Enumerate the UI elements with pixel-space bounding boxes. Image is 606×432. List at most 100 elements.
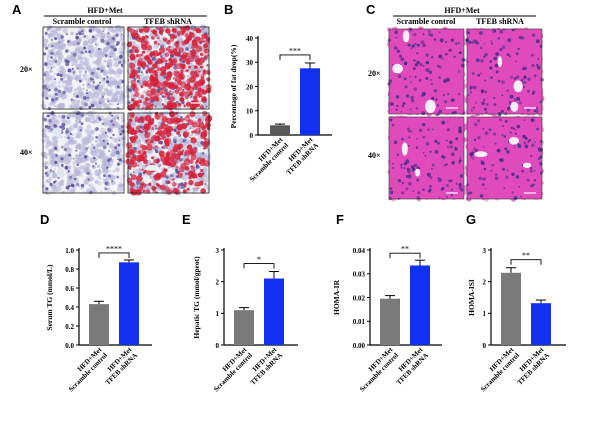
panel-c-image-3-cell <box>476 167 483 174</box>
panel-c-image-0-cell <box>460 68 465 72</box>
panel-a-image-2-cell <box>76 143 81 148</box>
panel-a-image-2-nucleus <box>60 157 64 161</box>
panel-a-image-1-lipid-drop <box>144 97 149 102</box>
panel-a-image-3-lipid-drop <box>161 116 168 123</box>
panel-c-image-1-cell <box>487 108 494 116</box>
panel-c-image-0-nucleus <box>425 76 429 80</box>
panel-c-image-0-nucleus <box>412 67 416 71</box>
panel-a-image-3-lipid-drop <box>159 164 161 167</box>
panel-c-image-0-nucleus <box>438 54 443 59</box>
panel-a-image-0-nucleus <box>116 85 120 89</box>
panel-a-image-0-nucleus <box>107 100 110 103</box>
panel-c-image-2-nucleus <box>407 127 410 131</box>
panel-c-image-1-cell <box>503 82 510 89</box>
panel-a-image-2-nucleus <box>107 128 112 132</box>
panel-a-image-2-cell <box>69 165 72 169</box>
panel-a-image-2-cell <box>70 173 77 180</box>
panel-c-image-2-cell <box>426 134 430 137</box>
panel-a-image-0-nucleus <box>43 52 47 56</box>
panel-c-image-3-cell <box>528 194 533 198</box>
panel-c-image-0-cell <box>461 72 466 77</box>
panel-a-image-2-nucleus <box>61 122 66 127</box>
panel-a-image-2-cell <box>97 156 100 159</box>
panel-c-image-0-cell <box>454 96 461 102</box>
panel-c-image-2-cell <box>389 138 393 142</box>
panel-a-image-3-nucleus <box>165 175 169 179</box>
panel-c-image-2-cell <box>420 159 428 166</box>
panel-c-image-0-nucleus <box>405 94 410 98</box>
panel-c-image-2-nucleus <box>393 140 398 144</box>
panel-a-image-2-cell <box>51 165 54 168</box>
panel-c-image-2-nucleus <box>446 139 448 142</box>
panel-c-image-1-cell <box>516 51 523 58</box>
panel-c-image-2-nucleus <box>437 178 442 183</box>
panel-c-image-0-cell <box>408 109 414 116</box>
panel-c-image-2-nucleus <box>431 168 433 170</box>
panel-a-image-2-cell <box>102 167 107 172</box>
panel-a-image-2-nucleus <box>43 118 47 122</box>
panel-c-image-2-nucleus <box>415 146 419 149</box>
panel-c-image-0-cell <box>442 71 445 74</box>
panel-c-image-2-cell <box>409 116 415 122</box>
panel-c-image-0-cell <box>407 101 411 105</box>
panel-c-image-3-cell <box>498 121 502 125</box>
panel-c-image-1-cell <box>538 57 543 62</box>
panel-a-image-0-cell <box>102 70 109 76</box>
panel-c-image-1-nucleus <box>483 55 486 58</box>
panel-a-image-2-nucleus <box>68 184 71 188</box>
panel-a-image-0-nucleus <box>88 50 92 54</box>
panel-c-image-0-cell <box>432 82 436 85</box>
panel-c-image-2-cell <box>416 154 423 160</box>
panel-c-image-1-cell <box>519 42 524 47</box>
panel-c-image-1-nucleus <box>502 45 506 49</box>
panel-letter-f: F <box>336 212 344 227</box>
panel-c-image-1-cell <box>529 94 533 99</box>
panel-c-image-1-cell <box>478 53 483 58</box>
panel-a-image-1-lipid-drop <box>182 88 185 91</box>
panel-c-image-2-nucleus <box>447 146 449 148</box>
panel-a-image-2-nucleus <box>53 124 57 128</box>
panel-a-image-2-nucleus <box>60 164 64 167</box>
panel-a-image-0-nucleus <box>54 78 57 81</box>
panel-a-image-1-lipid-drop <box>175 41 179 45</box>
panel-a-image-1-cell <box>180 34 183 38</box>
panel-a-image-1-cell <box>189 97 192 100</box>
panel-a-image-3-lipid-drop <box>204 183 207 185</box>
panel-c-image-2-nucleus <box>391 162 394 165</box>
panel-c-image-1-nucleus <box>499 47 503 52</box>
panel-c-image-1-vessel <box>513 80 523 93</box>
panel-c-image-3-cell <box>477 182 484 189</box>
panel-c-image-2-nucleus <box>434 149 439 154</box>
panel-c-image-2-cell <box>430 192 433 195</box>
panel-c-image-0-nucleus <box>445 53 448 56</box>
panel-c-image-2-cell <box>444 148 451 155</box>
panel-c-image-0-nucleus <box>442 94 446 97</box>
panel-a-image-3-nucleus <box>136 183 139 186</box>
panel-a-image-0-nucleus <box>85 91 89 95</box>
panel-a-image-2-nucleus <box>108 174 111 178</box>
panel-a-image-2-nucleus <box>113 145 117 149</box>
panel-a-image-1-lipid-drop <box>206 64 209 67</box>
panel-c-image-2-cell <box>430 123 434 127</box>
panel-a-image-2-vessel <box>56 171 66 178</box>
panel-a-image-2-cell <box>97 181 102 186</box>
panel-c-image-3-cell <box>509 187 514 192</box>
panel-a-image-2-cell <box>87 110 94 117</box>
panel-a-image-1-lipid-drop <box>152 63 158 69</box>
panel-a-image-1-nucleus <box>137 69 141 73</box>
panel-a-image-3-lipid-drop <box>135 150 137 153</box>
panel-a-image-0-cell <box>49 75 55 81</box>
panel-c-image-0-nucleus <box>409 108 412 111</box>
panel-c-image-0-cell <box>441 71 446 77</box>
panel-a-image-1-lipid-drop <box>197 62 202 66</box>
panel-c-image-0-cell <box>416 68 422 73</box>
panel-a-image-3-cell <box>207 188 210 191</box>
panel-c-image-0-nucleus <box>461 58 466 62</box>
panel-c-image-0-cell <box>443 38 449 44</box>
panel-c-image-0-cell <box>403 44 406 47</box>
panel-a-image-3-cell <box>153 157 156 160</box>
panel-c-image-1-nucleus <box>536 110 539 113</box>
panel-a-image-1-lipid-drop <box>180 81 187 89</box>
panel-a-image-0-cell <box>74 64 77 66</box>
